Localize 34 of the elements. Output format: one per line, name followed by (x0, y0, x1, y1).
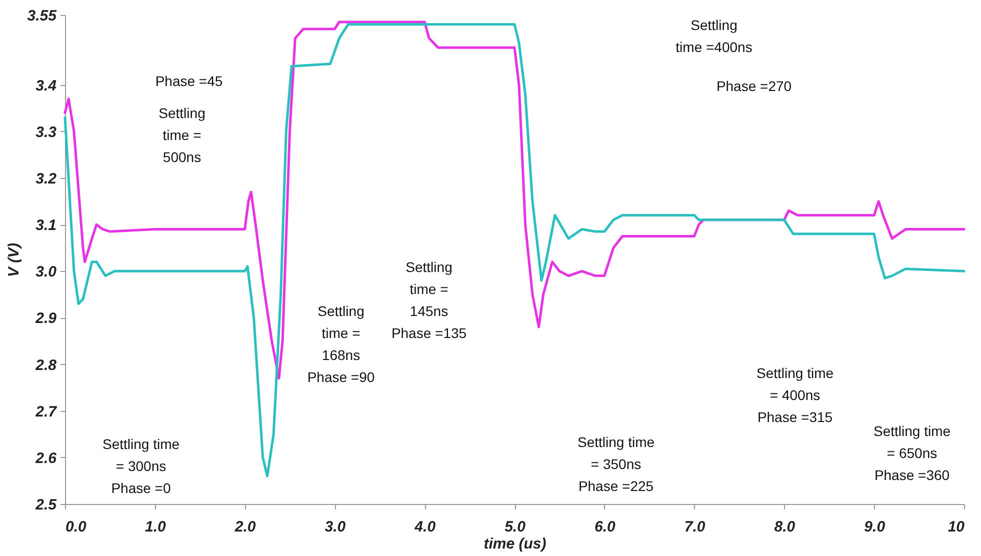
x-tick-label: 1.0 (144, 518, 166, 536)
y-axis-title: V (V) (5, 242, 22, 278)
y-tick-label: 2.7 (34, 403, 58, 420)
y-tick-label: 3.0 (36, 264, 58, 281)
annotation: Settling time = 650ns Phase =360 (873, 423, 951, 483)
x-tick-label: 2.0 (234, 518, 256, 536)
x-tick-label: 7.0 (684, 518, 706, 536)
annotation: Settling time = 350ns Phase =225 (577, 434, 655, 494)
y-tick-label: 2.6 (34, 450, 58, 467)
annotation: Settling time = 145ns Phase =135 (391, 259, 467, 341)
annotation: Settling time = 168ns Phase =90 (307, 303, 375, 385)
y-tick-label: 2.8 (34, 356, 58, 374)
x-tick-label: 5.0 (504, 518, 526, 536)
annotation: Settling time =400ns (676, 17, 752, 55)
x-tick-label: 9.0 (864, 518, 886, 536)
y-tick-label: 2.9 (34, 310, 58, 328)
y-tick-label: 3.2 (36, 170, 58, 188)
annotation: Settling time = 500ns (158, 105, 206, 165)
x-tick-label: 10 (948, 518, 966, 536)
annotation: Settling time = 400ns Phase =315 (756, 365, 834, 425)
x-tick-label: 8.0 (774, 518, 796, 536)
y-tick-label: 3.4 (36, 77, 58, 94)
x-tick-label: 4.0 (414, 518, 436, 536)
x-tick-label: 6.0 (594, 518, 616, 536)
annotation: Phase =270 (716, 78, 792, 94)
x-axis-title: time (us) (484, 536, 546, 552)
x-tick-label: 3.0 (324, 518, 346, 536)
y-tick-label: 2.5 (34, 496, 58, 514)
y-tick-label: 3.55 (27, 8, 58, 24)
y-tick-label: 3.1 (36, 217, 56, 234)
annotation: Phase =45 (155, 73, 223, 89)
y-tick-label: 3.3 (36, 124, 58, 141)
annotation: Settling time = 300ns Phase =0 (102, 436, 180, 496)
x-tick-label: 0.0 (66, 518, 88, 536)
